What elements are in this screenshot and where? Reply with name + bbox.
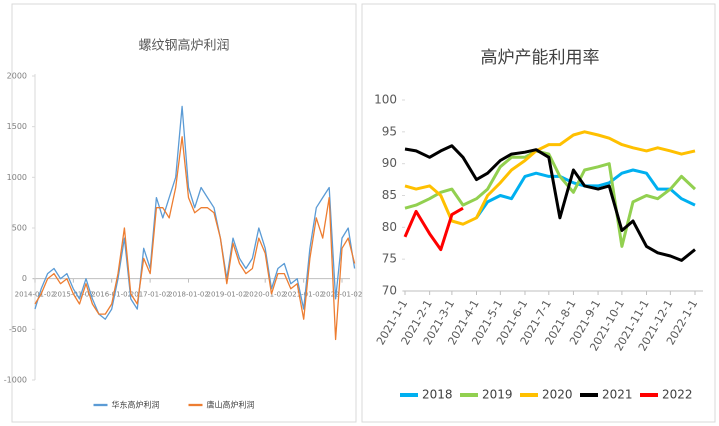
y-tick-label: 0 (22, 274, 27, 283)
legend-label: 2018 (422, 388, 453, 402)
legend-label: 2020 (542, 388, 573, 402)
y-tick-label: 1000 (7, 173, 27, 182)
legend-label: 2022 (662, 388, 693, 402)
left-panel (11, 3, 357, 423)
y-tick-label: 90 (382, 156, 397, 170)
y-tick-label: 2000 (7, 72, 27, 81)
series-line (34, 136, 356, 341)
y-tick-label: 1500 (7, 122, 27, 131)
y-tick-label: 500 (12, 224, 27, 233)
x-tick-label: 2021-01-02 (283, 291, 324, 299)
y-tick-label: 95 (382, 124, 397, 138)
y-tick-label: 100 (374, 93, 397, 107)
y-tick-label: -1000 (4, 376, 27, 385)
x-tick-label: 2017-01-02 (130, 291, 171, 299)
y-tick-label: 70 (382, 284, 397, 298)
legend-label: 华东高炉利润 (112, 400, 160, 410)
x-tick-label: 2014-01-02 (15, 291, 56, 299)
chart-title: 螺纹钢高炉利润 (138, 38, 229, 54)
series-line (403, 206, 464, 252)
legend-label: 2019 (482, 388, 513, 402)
x-tick-label: 2020-01-02 (245, 291, 286, 299)
y-tick-label: 85 (382, 188, 397, 202)
y-tick-label: 80 (382, 220, 397, 234)
x-tick-label: 2019-01-02 (207, 291, 248, 299)
series-line (404, 149, 697, 248)
y-tick-label: 75 (382, 252, 397, 266)
series-line (404, 144, 696, 262)
y-tick-label: -500 (9, 325, 27, 334)
legend-label: 唐山高炉利润 (207, 400, 255, 410)
x-tick-label: 2022-01-02 (322, 291, 363, 299)
x-tick-label: 2018-01-02 (168, 291, 209, 299)
x-tick-label: 2016-01-02 (91, 291, 132, 299)
chart-title: 高炉产能利用率 (481, 48, 600, 68)
legend-label: 2021 (602, 388, 633, 402)
series-line (34, 105, 356, 320)
right-panel (361, 3, 716, 423)
series-line (404, 130, 696, 226)
